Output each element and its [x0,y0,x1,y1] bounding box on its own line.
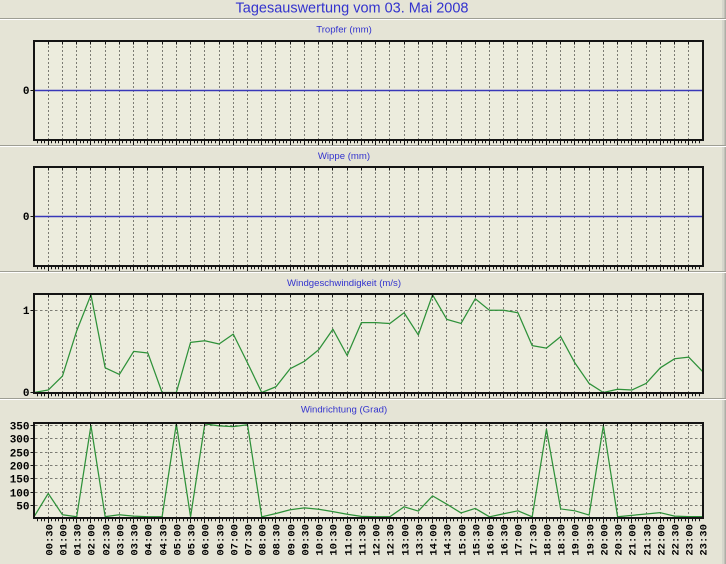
svg-text:03:30: 03:30 [129,524,141,556]
svg-text:21:00: 21:00 [627,524,639,556]
svg-text:06:30: 06:30 [215,524,227,556]
svg-text:22:00: 22:00 [656,524,668,556]
svg-text:18:00: 18:00 [542,524,554,556]
svg-text:Tagesauswertung vom 03. Mai 20: Tagesauswertung vom 03. Mai 2008 [236,1,469,17]
svg-text:00:30: 00:30 [44,524,56,556]
svg-text:0: 0 [23,212,30,224]
svg-text:22:30: 22:30 [670,524,682,556]
svg-text:23:30: 23:30 [698,524,710,556]
svg-text:02:00: 02:00 [86,524,98,556]
svg-text:05:00: 05:00 [172,524,184,556]
svg-text:100: 100 [10,489,30,501]
svg-text:12:00: 12:00 [371,524,383,556]
svg-text:14:00: 14:00 [428,524,440,556]
svg-text:03:00: 03:00 [115,524,127,556]
svg-text:11:30: 11:30 [357,524,369,556]
svg-text:13:30: 13:30 [414,524,426,556]
svg-text:15:30: 15:30 [471,524,483,556]
svg-text:19:00: 19:00 [570,524,582,556]
svg-text:10:30: 10:30 [328,524,340,556]
svg-text:10:00: 10:00 [314,524,326,556]
svg-text:04:30: 04:30 [158,524,170,556]
svg-text:01:30: 01:30 [72,524,84,556]
svg-text:16:30: 16:30 [499,524,511,556]
svg-text:19:30: 19:30 [585,524,597,556]
svg-text:14:30: 14:30 [442,524,454,556]
svg-text:1: 1 [23,306,30,318]
svg-text:200: 200 [10,462,30,474]
svg-text:20:30: 20:30 [613,524,625,556]
svg-text:15:00: 15:00 [457,524,469,556]
svg-text:18:30: 18:30 [556,524,568,556]
svg-text:12:30: 12:30 [385,524,397,556]
svg-text:Windgeschwindigkeit (m/s): Windgeschwindigkeit (m/s) [287,278,401,289]
svg-text:50: 50 [16,502,29,514]
svg-text:150: 150 [10,475,30,487]
svg-text:08:00: 08:00 [257,524,269,556]
svg-text:17:00: 17:00 [513,524,525,556]
svg-text:01:00: 01:00 [58,524,70,556]
svg-text:17:30: 17:30 [528,524,540,556]
svg-text:02:30: 02:30 [101,524,113,556]
svg-text:300: 300 [10,435,30,447]
svg-text:0: 0 [23,86,30,98]
svg-text:Tropfer (mm): Tropfer (mm) [316,25,372,36]
svg-text:08:30: 08:30 [271,524,283,556]
svg-text:21:30: 21:30 [642,524,654,556]
svg-text:350: 350 [10,422,30,434]
svg-text:Wippe (mm): Wippe (mm) [318,151,370,162]
svg-text:04:00: 04:00 [143,524,155,556]
svg-text:23:00: 23:00 [684,524,696,556]
svg-text:07:00: 07:00 [229,524,241,556]
svg-text:20:00: 20:00 [599,524,611,556]
svg-text:16:00: 16:00 [485,524,497,556]
svg-text:09:00: 09:00 [286,524,298,556]
svg-text:09:30: 09:30 [300,524,312,556]
svg-text:Windrichtung (Grad): Windrichtung (Grad) [301,405,387,416]
svg-text:13:00: 13:00 [400,524,412,556]
svg-text:07:30: 07:30 [243,524,255,556]
svg-text:06:00: 06:00 [200,524,212,556]
svg-text:0: 0 [23,388,30,400]
svg-text:250: 250 [10,449,30,461]
svg-text:05:30: 05:30 [186,524,198,556]
svg-text:11:00: 11:00 [343,524,355,556]
